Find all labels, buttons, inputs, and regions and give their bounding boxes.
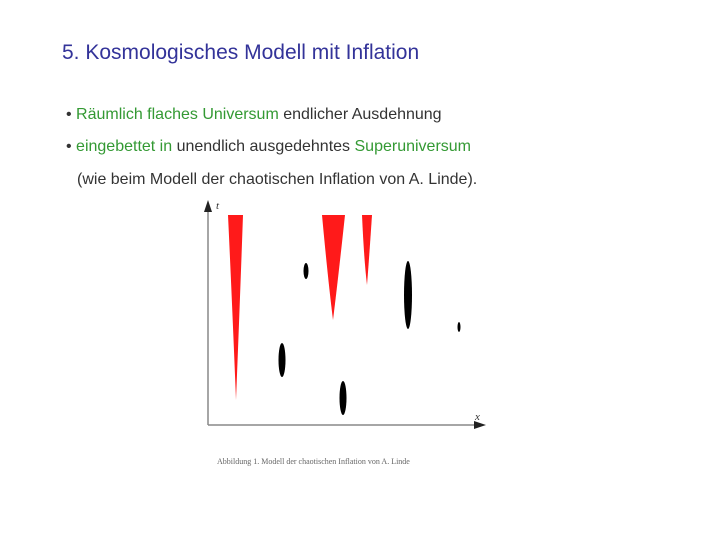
text-segment: Superuniversum (354, 138, 472, 155)
inflation-region (228, 215, 243, 400)
figure-caption: Abbildung 1. Modell der chaotischen Infl… (217, 457, 410, 466)
bubble (404, 261, 412, 329)
text-segment: eingebettet in (76, 138, 173, 155)
t-label: t (216, 200, 220, 212)
bubble (278, 343, 286, 377)
text-segment: Räumlich flaches Universum (76, 106, 279, 123)
x-label: x (474, 411, 480, 423)
inflation-region (322, 215, 345, 320)
continuation-line: (wie beim Modell der chaotischen Inflati… (77, 171, 478, 188)
bubble (303, 263, 309, 279)
x-arrow (474, 421, 486, 429)
bubble (339, 381, 347, 415)
text-segment: endlicher Ausdehnung (278, 106, 442, 123)
bullet: eingebettet in unendlich ausgedehntes Su… (66, 138, 471, 156)
text-segment: unendlich ausgedehntes (172, 138, 355, 155)
t-arrow (204, 200, 212, 212)
slide-title: 5. Kosmologisches Modell mit Inflation (62, 41, 420, 64)
bubble (457, 322, 461, 332)
inflation-region (362, 215, 372, 285)
bullet: Räumlich flaches Universum endlicher Aus… (66, 106, 442, 124)
